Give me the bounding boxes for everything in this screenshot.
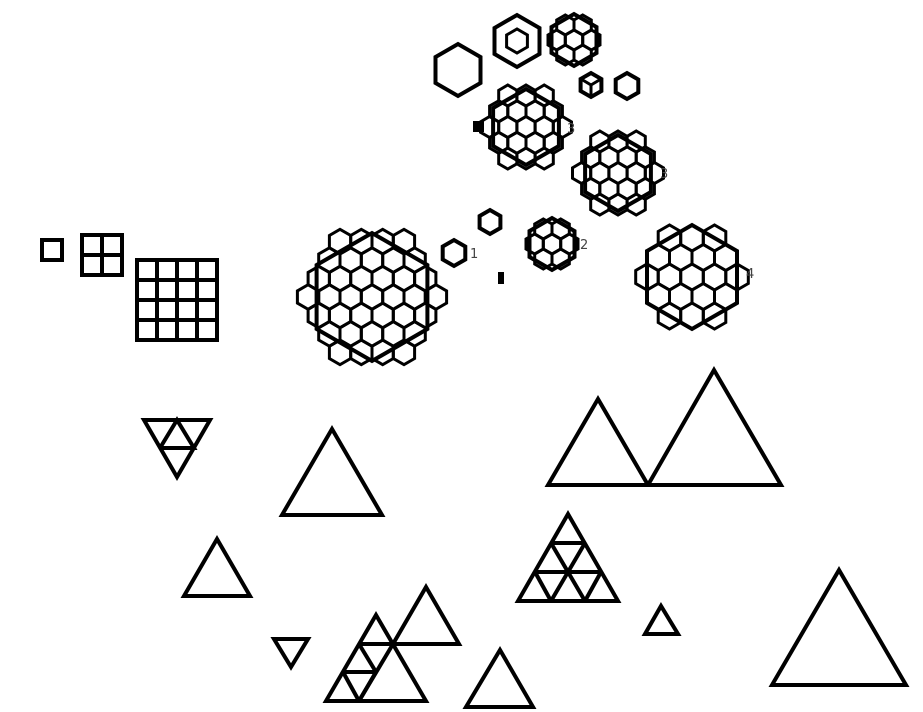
square-4x4: [135, 258, 219, 342]
triangle: [462, 646, 537, 709]
nested-hexagon: [492, 12, 542, 70]
small-black-square: [473, 121, 484, 132]
honeycomb-hexagon-medium: [479, 83, 573, 171]
hex-label-1: 1: [470, 247, 478, 262]
square-2x2: [80, 233, 124, 277]
hexagon: [440, 237, 468, 269]
hexagon: [477, 207, 503, 237]
honeycomb-hexagon-small: [524, 215, 580, 273]
hex-label-2: 2: [580, 238, 588, 253]
hex-label-3b: 3: [660, 167, 668, 182]
triangle: [278, 425, 386, 517]
subdivided-triangle: [514, 509, 622, 603]
honeycomb-hexagon-large: [634, 222, 750, 332]
honeycomb-hexagon-medium: [571, 129, 665, 217]
square-group: [40, 233, 219, 342]
hexagon: [613, 70, 641, 102]
small-black-bar: [498, 272, 504, 284]
inverted-triangle-subdivided: [140, 416, 214, 481]
hexagon: [433, 41, 483, 99]
hex-label-4: 4: [746, 267, 754, 282]
honeycomb-hexagon-xlarge: [295, 227, 449, 367]
triangle: [180, 535, 254, 598]
triangle-group: [140, 366, 910, 709]
triangle-cluster: [322, 583, 463, 703]
inverted-triangle: [270, 637, 312, 671]
honeycomb-hexagon-small: [546, 11, 602, 69]
triangle: [641, 602, 682, 636]
hexagon-group: [295, 11, 750, 367]
hex-label-3a: 3: [567, 122, 575, 137]
square-1x1: [40, 238, 64, 262]
cube-hexagon: [578, 70, 604, 100]
double-triangle: [544, 366, 785, 487]
triangle: [768, 566, 910, 687]
